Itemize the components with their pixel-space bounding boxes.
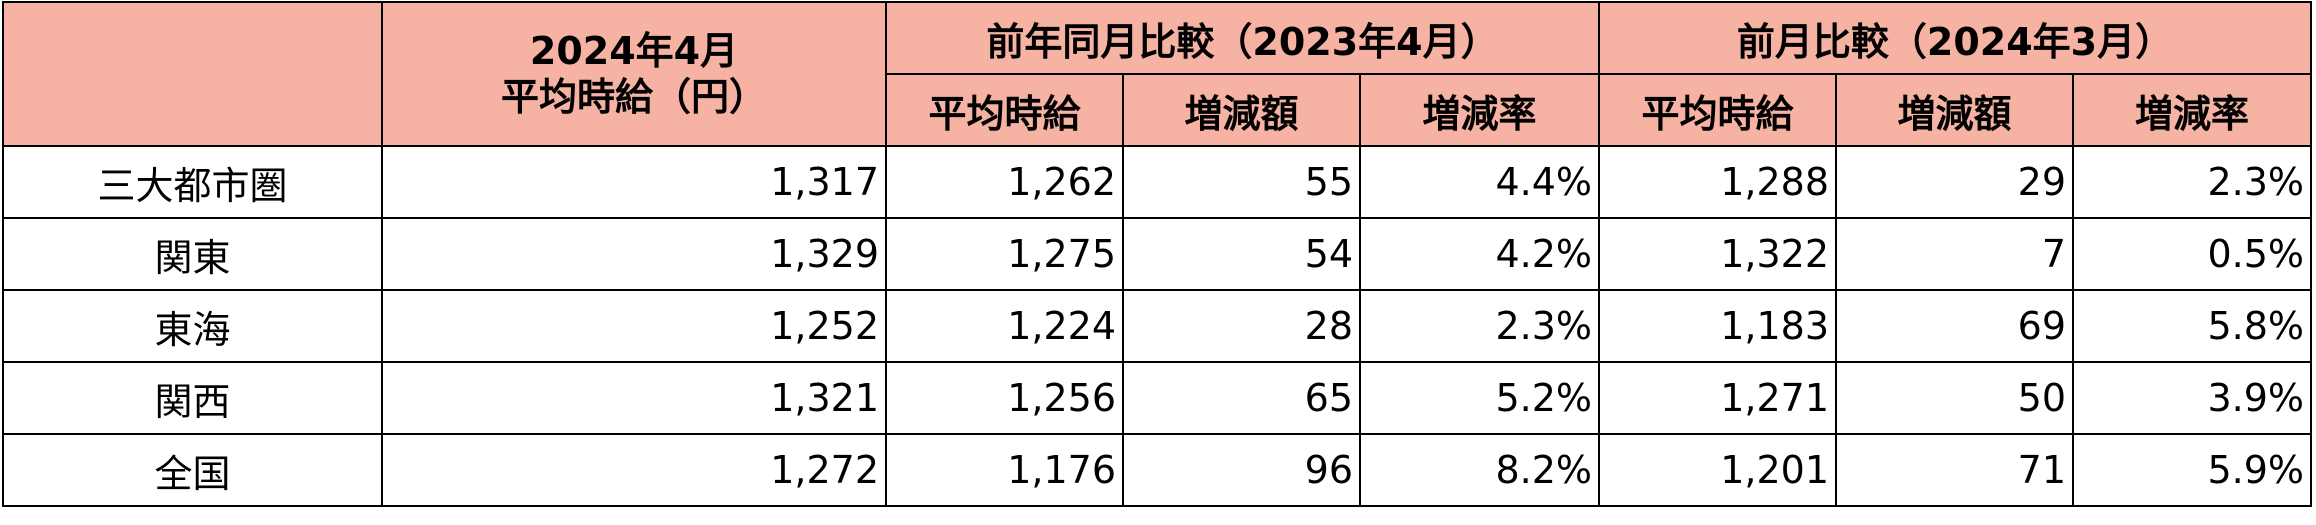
- value-cell: 1,256: [885, 361, 1124, 435]
- wage-table: 2024年4月 平均時給（円） 前年同月比較（2023年4月） 前月比較（2024年3…: [2, 1, 2312, 507]
- value-cell: 55: [1122, 145, 1361, 219]
- header-line: 平均時給（円）: [500, 75, 767, 119]
- header-line: 2024年4月: [529, 29, 739, 73]
- value-cell: 1,317: [381, 145, 887, 219]
- value-cell: 5.8%: [2072, 289, 2312, 363]
- value-cell: 7: [1835, 217, 2074, 291]
- data-row: 東海 1,252 1,224 28 2.3% 1,183 69 5.8%: [2, 289, 2312, 363]
- column-header: 増減率: [2072, 73, 2312, 147]
- data-row: 関西 1,321 1,256 65 5.2% 1,271 50 3.9%: [2, 361, 2312, 435]
- value-cell: 29: [1835, 145, 2074, 219]
- value-cell: 71: [1835, 433, 2074, 507]
- value-cell: 0.5%: [2072, 217, 2312, 291]
- value-cell: 4.4%: [1359, 145, 1600, 219]
- value-cell: 54: [1122, 217, 1361, 291]
- group-header: 前月比較（2024年3月）: [1598, 1, 2312, 75]
- column-header: 平均時給: [1598, 73, 1837, 147]
- data-row: 三大都市圏 1,317 1,262 55 4.4% 1,288 29 2.3%: [2, 145, 2312, 219]
- value-cell: 1,176: [885, 433, 1124, 507]
- value-cell: 1,262: [885, 145, 1124, 219]
- row-label: 関西: [2, 361, 383, 435]
- value-cell: 1,201: [1598, 433, 1837, 507]
- column-header: 平均時給: [885, 73, 1124, 147]
- column-header: 増減率: [1359, 73, 1600, 147]
- value-cell: 5.2%: [1359, 361, 1600, 435]
- column-header: 増減額: [1835, 73, 2074, 147]
- value-cell: 1,224: [885, 289, 1124, 363]
- group-header: 前年同月比較（2023年4月）: [885, 1, 1600, 75]
- value-cell: 1,275: [885, 217, 1124, 291]
- value-cell: 2.3%: [2072, 145, 2312, 219]
- value-cell: 2.3%: [1359, 289, 1600, 363]
- row-label: 全国: [2, 433, 383, 507]
- corner-cell: [2, 1, 383, 147]
- value-cell: 5.9%: [2072, 433, 2312, 507]
- data-row: 関東 1,329 1,275 54 4.2% 1,322 7 0.5%: [2, 217, 2312, 291]
- row-label: 三大都市圏: [2, 145, 383, 219]
- value-cell: 3.9%: [2072, 361, 2312, 435]
- row-label: 東海: [2, 289, 383, 363]
- value-cell: 1,329: [381, 217, 887, 291]
- data-row: 全国 1,272 1,176 96 8.2% 1,201 71 5.9%: [2, 433, 2312, 507]
- value-cell: 65: [1122, 361, 1361, 435]
- value-cell: 1,272: [381, 433, 887, 507]
- value-cell: 1,252: [381, 289, 887, 363]
- header-row: 平均時給 増減額 増減率 平均時給 増減額 増減率: [3, 73, 2312, 147]
- value-cell: 1,321: [381, 361, 887, 435]
- header-row: 2024年4月 平均時給（円） 前年同月比較（2023年4月） 前月比較（2024年3…: [2, 1, 2312, 147]
- row-label: 関東: [2, 217, 383, 291]
- column-header: 増減額: [1122, 73, 1361, 147]
- value-cell: 28: [1122, 289, 1361, 363]
- value-cell: 69: [1835, 289, 2074, 363]
- value-cell: 1,271: [1598, 361, 1837, 435]
- value-cell: 1,288: [1598, 145, 1837, 219]
- value-cell: 8.2%: [1359, 433, 1600, 507]
- value-cell: 1,183: [1598, 289, 1837, 363]
- value-cell: 50: [1835, 361, 2074, 435]
- value-cell: 1,322: [1598, 217, 1837, 291]
- header-cell: 2024年4月 平均時給（円）: [381, 1, 887, 147]
- value-cell: 96: [1122, 433, 1361, 507]
- value-cell: 4.2%: [1359, 217, 1600, 291]
